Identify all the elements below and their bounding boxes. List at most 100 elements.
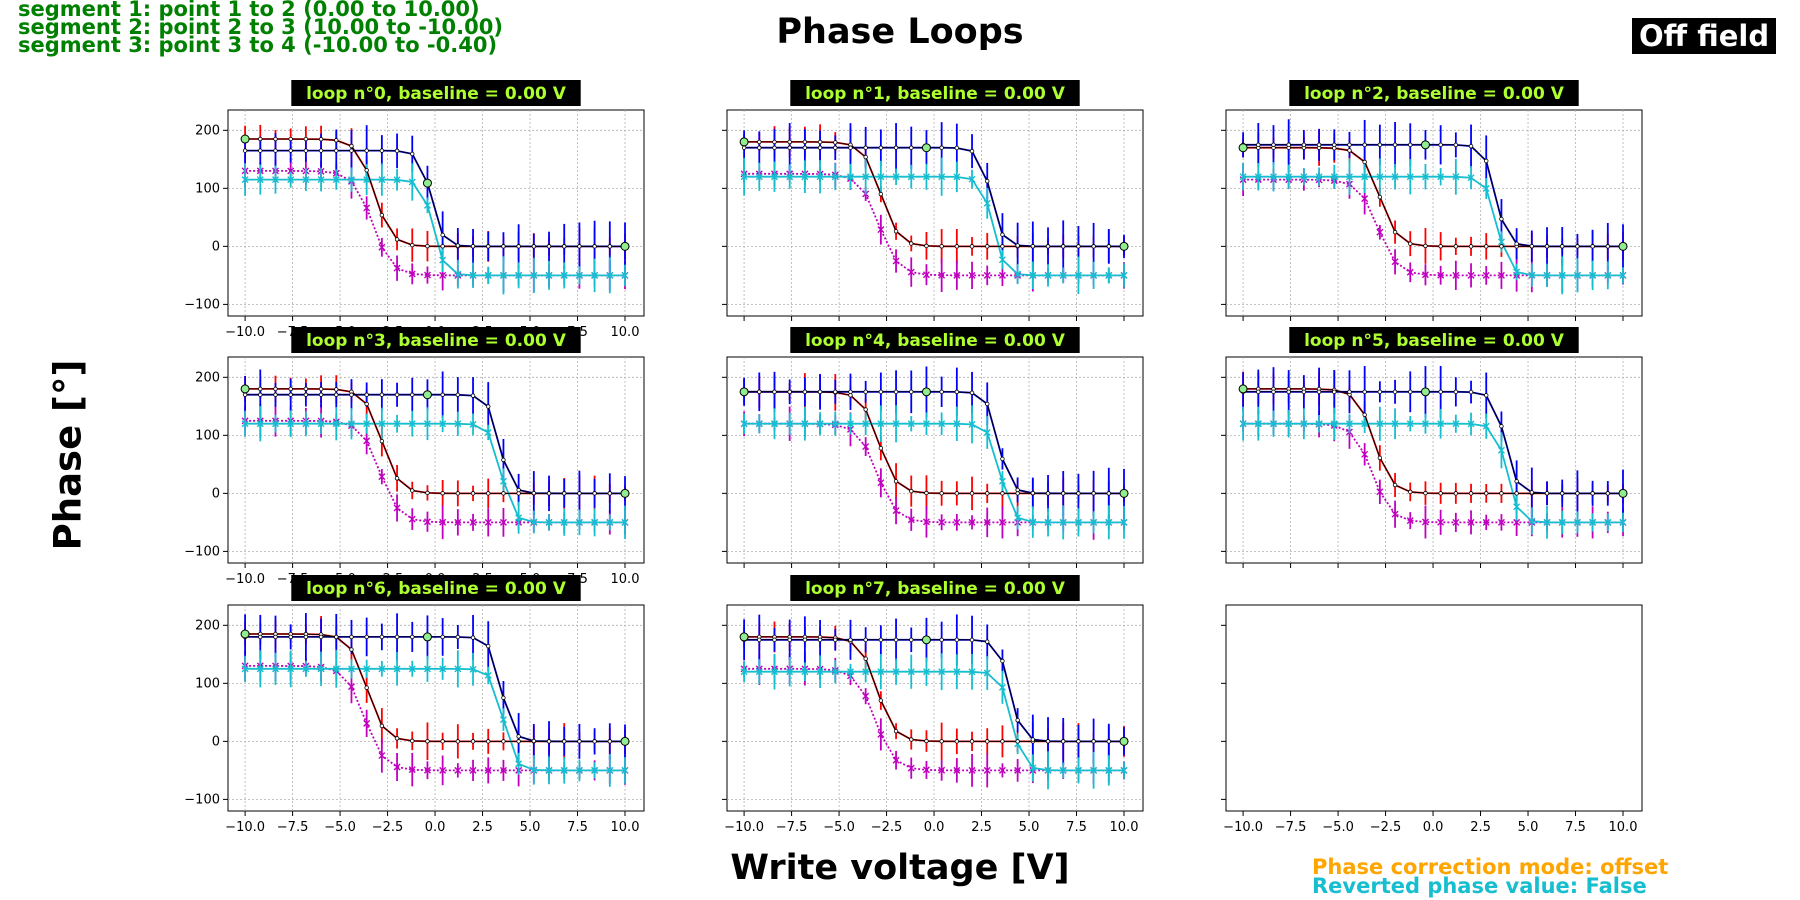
data-point-x bbox=[755, 420, 763, 428]
data-point-x bbox=[423, 201, 431, 209]
data-point-x bbox=[484, 428, 492, 436]
mean-point bbox=[410, 488, 415, 493]
data-point-x bbox=[241, 176, 249, 184]
mean-point bbox=[985, 739, 990, 744]
data-point-x bbox=[770, 420, 778, 428]
panel-title-box bbox=[790, 80, 1080, 106]
data-point-x bbox=[846, 420, 854, 428]
data-point-x bbox=[1120, 766, 1128, 774]
data-point-x bbox=[378, 420, 386, 428]
data-point-x bbox=[892, 420, 900, 428]
mean-point bbox=[394, 476, 400, 481]
mean-point bbox=[1468, 491, 1474, 496]
mean-point bbox=[1408, 389, 1413, 395]
segment-point-marker bbox=[1618, 488, 1628, 498]
mean-point bbox=[1347, 148, 1352, 153]
mean-point bbox=[1377, 389, 1383, 395]
data-point-x bbox=[983, 271, 991, 279]
mean-point bbox=[364, 634, 369, 640]
data-point-x bbox=[317, 176, 325, 184]
x-tick-label: −2.5 bbox=[372, 820, 404, 835]
data-point-x bbox=[1391, 258, 1399, 266]
mean-point bbox=[878, 446, 884, 451]
data-point-x bbox=[740, 173, 748, 181]
data-point-x bbox=[469, 518, 477, 526]
data-point-x bbox=[938, 420, 946, 428]
y-tick-label: 0 bbox=[212, 486, 220, 501]
mean-point bbox=[486, 739, 491, 744]
mean-point bbox=[379, 634, 385, 640]
data-point-x bbox=[287, 420, 295, 428]
x-tick-label: 7.5 bbox=[567, 820, 588, 835]
segment-point-marker bbox=[240, 629, 250, 639]
data-point-x bbox=[1604, 271, 1612, 279]
segment-2-label: segment 2: point 2 to 3 (10.00 to -10.00… bbox=[18, 15, 503, 39]
mean-point bbox=[1484, 158, 1489, 164]
data-point-x bbox=[408, 270, 416, 278]
mean-point bbox=[1377, 194, 1383, 200]
x-tick-label: 2.5 bbox=[472, 820, 493, 835]
mean-point bbox=[909, 488, 914, 494]
series-line bbox=[744, 422, 1124, 524]
mean-point bbox=[833, 389, 838, 395]
mean-point bbox=[939, 244, 944, 249]
data-point-x bbox=[1044, 271, 1052, 279]
data-point-x bbox=[998, 518, 1006, 526]
mean-point bbox=[410, 738, 415, 744]
mean-point bbox=[1061, 244, 1066, 249]
mean-point bbox=[303, 148, 309, 153]
data-point-x bbox=[545, 766, 553, 774]
data-point-x bbox=[907, 516, 915, 524]
mean-point bbox=[531, 490, 537, 496]
data-point-x bbox=[1090, 766, 1098, 774]
x-tick-label: 5.0 bbox=[1019, 820, 1040, 835]
mean-point bbox=[440, 634, 445, 640]
mean-point bbox=[607, 739, 613, 744]
data-point-x bbox=[922, 271, 930, 279]
data-point-x bbox=[1513, 503, 1521, 511]
mean-point bbox=[364, 168, 369, 173]
data-point-x bbox=[1497, 518, 1505, 526]
plot-frame bbox=[726, 109, 1144, 317]
field-badge: Off field bbox=[1632, 18, 1777, 54]
data-point-x bbox=[877, 173, 885, 181]
mean-line bbox=[245, 394, 625, 494]
mean-point bbox=[1347, 389, 1352, 395]
data-point-x bbox=[786, 420, 794, 428]
mean-point bbox=[364, 148, 369, 153]
data-point-x bbox=[1300, 420, 1308, 428]
mean-point bbox=[1106, 739, 1112, 744]
data-point-x bbox=[1513, 518, 1521, 526]
mean-point bbox=[893, 389, 899, 395]
mean-point bbox=[985, 244, 990, 249]
x-tick-label: −5.0 bbox=[823, 820, 855, 835]
data-point-x bbox=[1044, 518, 1052, 526]
mean-point bbox=[924, 738, 929, 744]
mean-point bbox=[303, 386, 309, 392]
panel-title-box bbox=[291, 80, 581, 106]
data-point-x bbox=[378, 473, 386, 481]
data-point-x bbox=[953, 271, 961, 279]
mean-point bbox=[334, 138, 339, 143]
mean-point bbox=[1076, 739, 1081, 744]
data-point-x bbox=[575, 766, 583, 774]
mean-point bbox=[562, 491, 567, 496]
mean-point bbox=[1362, 389, 1367, 395]
mean-point bbox=[349, 143, 354, 149]
mean-point bbox=[501, 739, 506, 744]
data-point-x bbox=[938, 518, 946, 526]
mean-point bbox=[531, 738, 537, 744]
data-point-x bbox=[1467, 174, 1475, 182]
y-tick-label: 200 bbox=[195, 370, 220, 385]
cyan-curve bbox=[740, 405, 1128, 540]
mean-point bbox=[1468, 389, 1474, 395]
mean-point bbox=[954, 145, 960, 151]
data-point-x bbox=[907, 173, 915, 181]
mean-point bbox=[1000, 244, 1005, 249]
data-point-x bbox=[892, 756, 900, 764]
data-point-x bbox=[363, 420, 371, 428]
mean-point bbox=[893, 229, 899, 234]
data-point-x bbox=[423, 420, 431, 428]
x-tick-label: 10.0 bbox=[1609, 820, 1638, 835]
